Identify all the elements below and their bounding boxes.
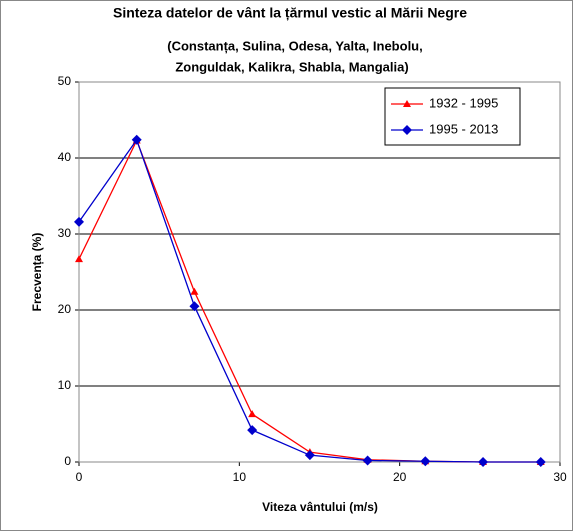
y-tick-label: 10 (58, 378, 72, 392)
marker (402, 125, 412, 135)
marker (190, 287, 199, 295)
marker (247, 425, 258, 436)
x-axis-label: Viteza vântului (m/s) (262, 500, 378, 514)
plot-frame (78, 81, 561, 463)
marker (420, 456, 431, 467)
y-tick-label: 0 (64, 454, 71, 468)
marker (362, 455, 373, 466)
legend-label: 1995 - 2013 (429, 121, 498, 136)
x-tick-label: 10 (233, 470, 247, 484)
marker (74, 216, 84, 227)
x-tick-label: 20 (393, 470, 407, 484)
marker (248, 410, 257, 418)
marker (75, 255, 83, 263)
legend-label: 1932 - 1995 (429, 95, 498, 110)
chart-subtitle: Zonguldak, Kalikra, Shabla, Mangalia) (175, 59, 408, 74)
y-tick-label: 50 (58, 74, 72, 88)
marker (189, 301, 200, 312)
y-tick-label: 40 (58, 150, 72, 164)
chart-subtitle: (Constanța, Sulina, Odesa, Yalta, Inebol… (167, 38, 422, 53)
y-axis-label: Frecvența (%) (30, 233, 44, 312)
x-tick-label: 30 (553, 470, 567, 484)
y-tick-label: 30 (58, 226, 72, 240)
marker (131, 134, 142, 145)
marker (535, 457, 546, 467)
y-tick-label: 20 (58, 302, 72, 316)
legend-box (384, 87, 521, 146)
marker (478, 457, 489, 467)
marker (304, 450, 315, 461)
chart-title: Sinteza datelor de vânt la țărmul vestic… (113, 5, 467, 21)
marker (403, 100, 411, 107)
x-tick-label: 0 (76, 470, 83, 484)
